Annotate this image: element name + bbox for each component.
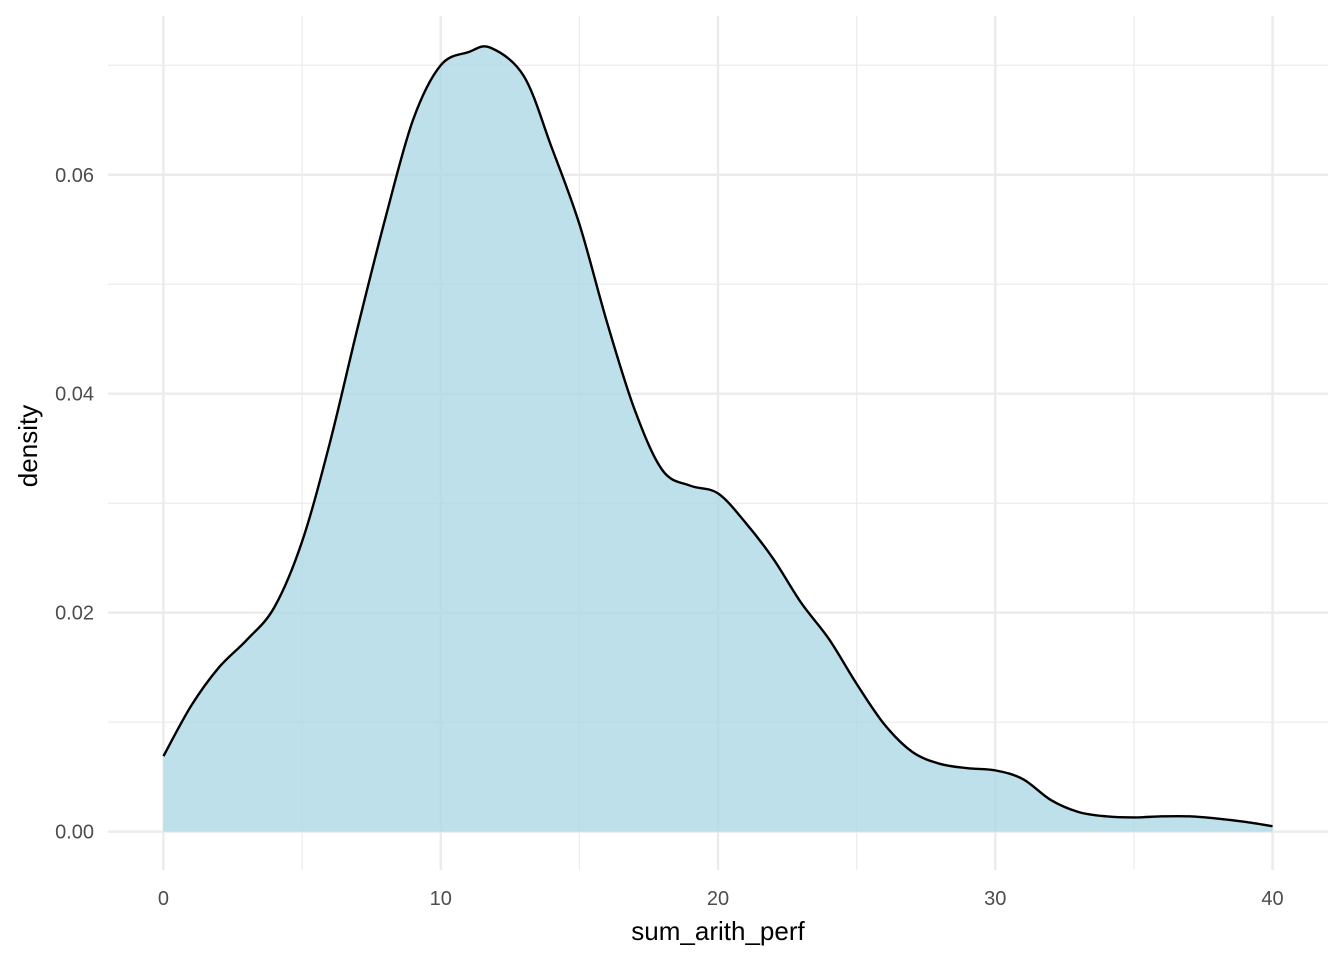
- y-tick-label: 0.06: [55, 165, 94, 187]
- y-tick-label: 0.00: [55, 822, 94, 844]
- y-tick-label: 0.04: [55, 384, 94, 406]
- y-axis-title: density: [13, 405, 43, 487]
- x-tick-label: 30: [984, 888, 1006, 910]
- x-tick-labels: 0 10 20 30 40: [158, 888, 1284, 910]
- x-tick-label: 10: [430, 888, 452, 910]
- y-tick-label: 0.02: [55, 603, 94, 625]
- x-tick-label: 0: [158, 888, 169, 910]
- x-tick-label: 20: [707, 888, 729, 910]
- x-axis-title: sum_arith_perf: [631, 916, 805, 946]
- y-tick-labels: 0.00 0.02 0.04 0.06: [55, 165, 94, 844]
- density-line: [162, 45, 1273, 828]
- x-tick-label: 40: [1261, 888, 1283, 910]
- density-area: [163, 46, 1273, 832]
